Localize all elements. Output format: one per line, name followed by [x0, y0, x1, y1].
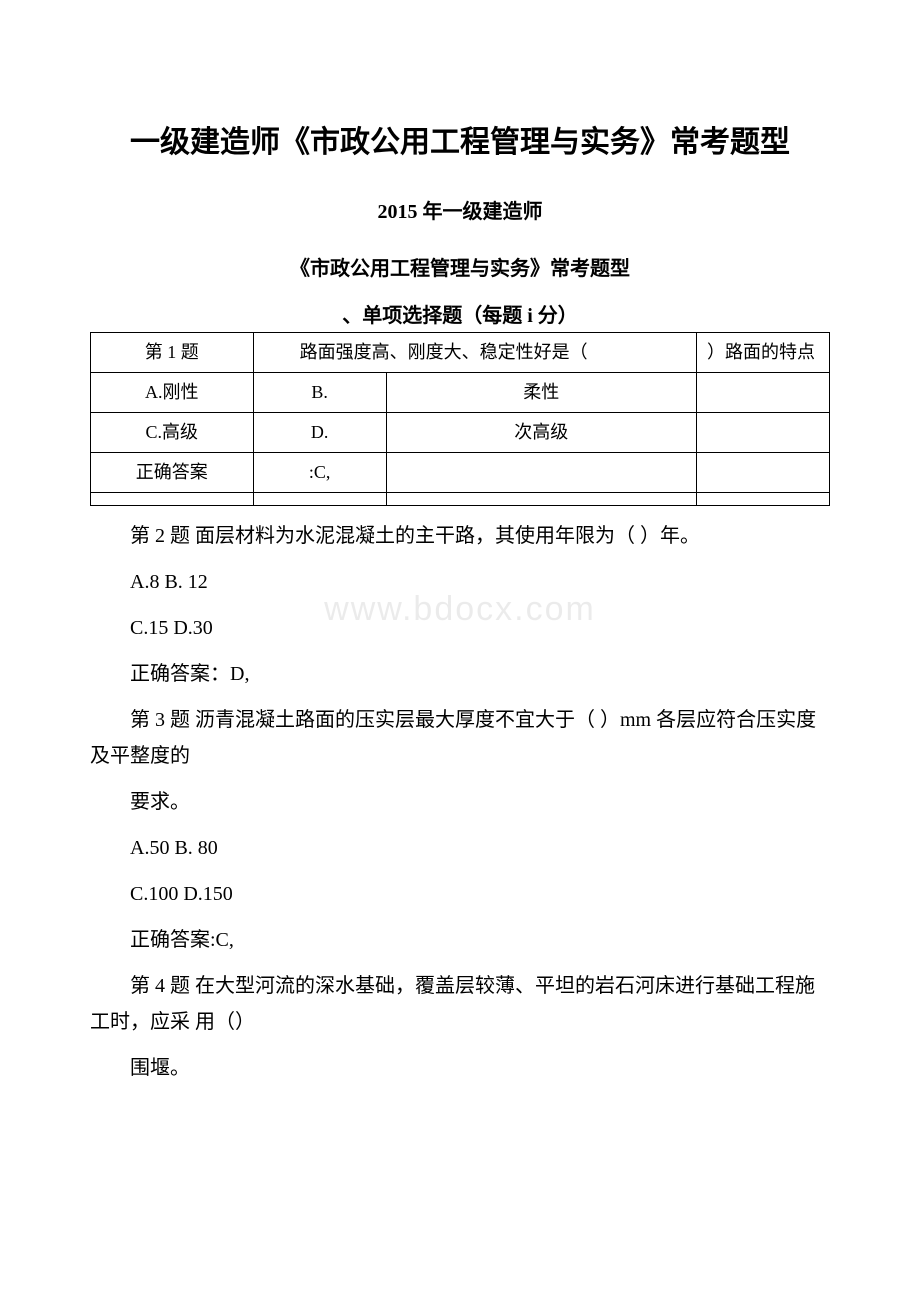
table-cell — [386, 493, 696, 506]
document-title: 一级建造师《市政公用工程管理与实务》常考题型 — [90, 120, 830, 165]
subtitle-document: 《市政公用工程管理与实务》常考题型 — [90, 252, 830, 281]
question-2-text: 第 2 题 面层材料为水泥混凝土的主干路，其使用年限为（ ）年。 — [90, 518, 830, 554]
question-4-text: 第 4 题 在大型河流的深水基础，覆盖层较薄、平坦的岩石河床进行基础工程施工时，… — [90, 968, 830, 1040]
table-cell — [696, 453, 829, 493]
table-cell — [696, 413, 829, 453]
table-cell: D. — [253, 413, 386, 453]
subtitle-year: 2015 年一级建造师 — [90, 195, 830, 224]
question-3-text: 第 3 题 沥青混凝土路面的压实层最大厚度不宜大于（ ）mm 各层应符合压实度及… — [90, 702, 830, 774]
table-cell: 柔性 — [386, 373, 696, 413]
table-row: 第 1 题 路面强度高、刚度大、稳定性好是（ ）路面的特点 — [91, 333, 830, 373]
table-cell: :C, — [253, 453, 386, 493]
table-cell — [91, 493, 254, 506]
table-cell — [696, 373, 829, 413]
table-cell: 路面强度高、刚度大、稳定性好是（ — [253, 333, 696, 373]
table-cell: B. — [253, 373, 386, 413]
table-cell — [696, 493, 829, 506]
question-2-options-cd: C.15 D.30 — [90, 610, 830, 646]
section-header: 、单项选择题（每题 i 分） — [90, 299, 830, 328]
table-cell: C.高级 — [91, 413, 254, 453]
question-2-answer: 正确答案：D, — [90, 656, 830, 692]
table-row: C.高级 D. 次高级 — [91, 413, 830, 453]
table-cell: ）路面的特点 — [696, 333, 829, 373]
table-cell — [253, 493, 386, 506]
table-row: A.刚性 B. 柔性 — [91, 373, 830, 413]
table-cell: 第 1 题 — [91, 333, 254, 373]
table-cell: A.刚性 — [91, 373, 254, 413]
question-3-answer: 正确答案:C, — [90, 922, 830, 958]
table-cell: 次高级 — [386, 413, 696, 453]
question-3-req: 要求。 — [90, 784, 830, 820]
question-4-cofferdam: 围堰。 — [90, 1050, 830, 1086]
table-row — [91, 493, 830, 506]
table-row: 正确答案 :C, — [91, 453, 830, 493]
table-cell: 正确答案 — [91, 453, 254, 493]
question-2-options-ab: A.8 B. 12 — [90, 564, 830, 600]
question-3-options-ab: A.50 B. 80 — [90, 830, 830, 866]
question-1-table: 第 1 题 路面强度高、刚度大、稳定性好是（ ）路面的特点 A.刚性 B. 柔性… — [90, 332, 830, 506]
question-3-options-cd: C.100 D.150 — [90, 876, 830, 912]
table-cell — [386, 453, 696, 493]
